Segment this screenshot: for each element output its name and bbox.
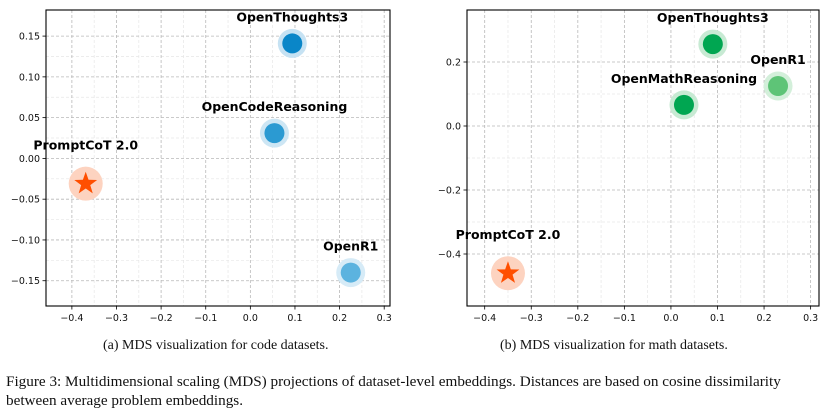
y-tick-label: −0.15 xyxy=(11,276,40,287)
x-tick-label: −0.3 xyxy=(520,313,543,324)
point-label: PromptCoT 2.0 xyxy=(33,138,138,153)
x-tick-label: 0.0 xyxy=(243,313,258,324)
x-tick-label: 0.3 xyxy=(803,313,818,324)
point-label: OpenThoughts3 xyxy=(657,10,769,25)
data-point-promptcot-2-0 xyxy=(68,166,103,201)
x-tick-label: −0.2 xyxy=(150,313,173,324)
y-tick-label: −0.2 xyxy=(438,186,461,197)
plot-frame xyxy=(45,9,391,307)
data-point-openthoughts3 xyxy=(277,28,307,58)
y-tick-label: 0.10 xyxy=(19,72,40,83)
point-label: OpenCodeReasoning xyxy=(202,99,348,114)
point-label: OpenMathReasoning xyxy=(611,71,757,86)
x-tick-label: 0.1 xyxy=(287,313,302,324)
point-label: PromptCoT 2.0 xyxy=(456,227,561,242)
subcaption-math: (b) MDS visualization for math datasets. xyxy=(500,338,728,353)
y-tick-label: 0.2 xyxy=(446,58,461,69)
circle-marker xyxy=(673,94,694,115)
plot-frame xyxy=(466,9,820,307)
y-tick-label: 0.0 xyxy=(446,122,461,133)
star-marker xyxy=(74,171,98,194)
x-tick-label: 0.2 xyxy=(332,313,347,324)
data-point-openthoughts3 xyxy=(698,29,728,59)
point-label: OpenR1 xyxy=(323,239,378,254)
y-tick-label: 0.05 xyxy=(19,113,40,124)
circle-marker xyxy=(264,123,285,144)
x-tick-label: 0.1 xyxy=(710,313,725,324)
x-tick-label: 0.3 xyxy=(377,313,392,324)
subcaption-code: (a) MDS visualization for code datasets. xyxy=(103,338,329,353)
x-tick-label: 0.2 xyxy=(757,313,772,324)
data-point-openr1 xyxy=(763,71,793,101)
star-marker xyxy=(496,261,520,283)
circle-marker xyxy=(768,76,789,96)
scatter-panel-code: PromptCoT 2.0 OpenThoughts3 OpenCodeReason… xyxy=(11,9,392,324)
y-tick-label: 0.00 xyxy=(19,154,40,165)
point-label: OpenThoughts3 xyxy=(236,9,348,24)
scatter-panel-math: PromptCoT 2.0 OpenThoughts3 OpenMathReason… xyxy=(438,9,820,324)
y-tick-label: −0.05 xyxy=(11,195,40,206)
y-tick-label: −0.10 xyxy=(11,235,40,246)
circle-marker xyxy=(282,33,303,54)
data-point-openmathreasoning xyxy=(669,90,699,120)
y-tick-label: −0.4 xyxy=(438,250,461,261)
x-tick-label: 0.0 xyxy=(663,313,678,324)
x-tick-label: −0.3 xyxy=(105,313,128,324)
circle-marker xyxy=(702,34,723,55)
data-point-opencodereasoning xyxy=(259,118,289,148)
figure-caption: Figure 3: Multidimensional scaling (MDS)… xyxy=(6,373,781,409)
point-label: OpenR1 xyxy=(750,52,805,67)
x-tick-label: −0.1 xyxy=(194,313,217,324)
y-tick-label: 0.15 xyxy=(19,32,40,43)
circle-marker xyxy=(340,262,361,283)
x-tick-label: −0.2 xyxy=(566,313,589,324)
x-tick-label: −0.4 xyxy=(473,313,496,324)
x-tick-label: −0.4 xyxy=(60,313,83,324)
data-point-promptcot-2-0 xyxy=(490,256,525,291)
x-tick-label: −0.1 xyxy=(613,313,636,324)
data-point-openr1 xyxy=(336,258,366,288)
